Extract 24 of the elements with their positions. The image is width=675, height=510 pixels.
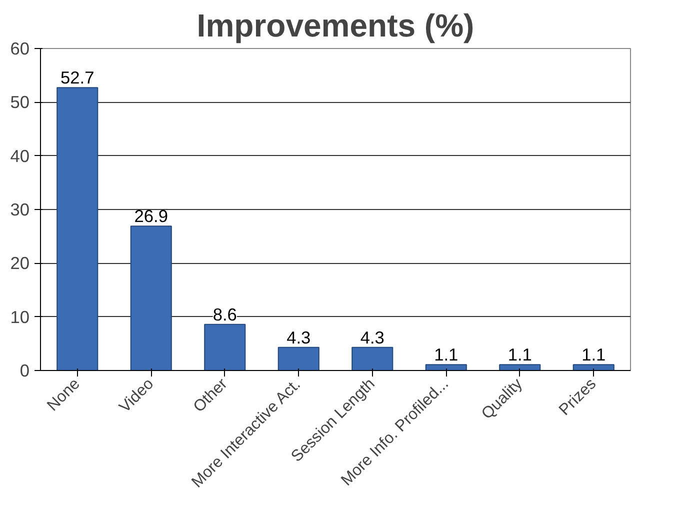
bar [204, 324, 246, 370]
y-tick-label: 40 [10, 146, 30, 166]
y-tick-label: 50 [10, 92, 30, 112]
y-tick-label: 10 [10, 306, 30, 327]
data-label: 8.6 [212, 304, 237, 324]
data-label: 1.1 [508, 344, 532, 365]
bar [130, 226, 172, 370]
bar [499, 364, 541, 370]
data-label: 1.1 [582, 344, 606, 365]
chart-title: Improvements (%) [196, 8, 474, 44]
data-label: 4.3 [286, 327, 311, 348]
bar [425, 364, 467, 370]
bar [278, 346, 320, 370]
data-label: 26.9 [134, 206, 168, 226]
data-label: 1.1 [434, 344, 458, 365]
bar [572, 364, 614, 370]
data-label: 4.3 [360, 327, 384, 348]
bar [352, 346, 394, 370]
y-tick-label: 30 [10, 200, 30, 220]
y-tick-label: 60 [10, 38, 30, 58]
y-tick-label: 0 [20, 360, 30, 380]
bar [56, 87, 98, 370]
y-tick-label: 20 [10, 253, 30, 274]
data-label: 52.7 [60, 68, 94, 88]
